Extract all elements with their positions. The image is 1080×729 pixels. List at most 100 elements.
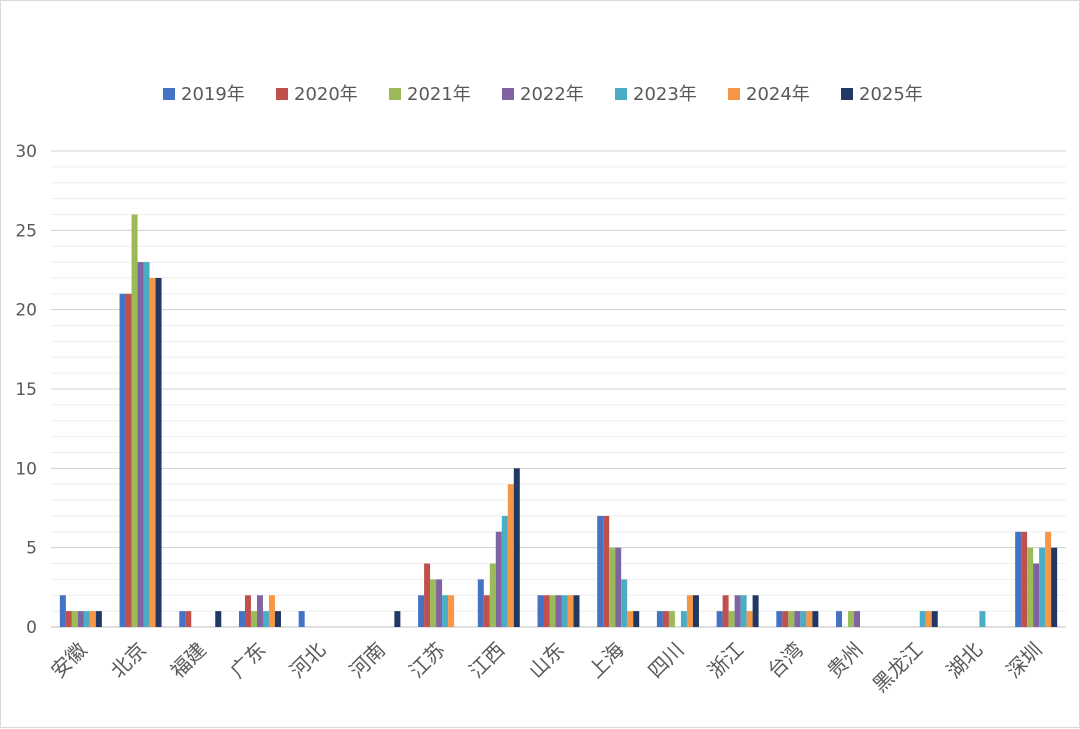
bar-江苏-2023年: [442, 595, 449, 627]
legend-label: 2025年: [859, 84, 923, 105]
y-tick-label: 0: [26, 618, 37, 638]
bar-江苏-2021年: [430, 579, 437, 627]
bar-湖北-2023年: [979, 611, 986, 627]
legend-swatch: [389, 88, 401, 100]
legend-label: 2024年: [746, 84, 810, 105]
bar-河北-2019年: [298, 611, 305, 627]
bar-安徽-2023年: [83, 611, 90, 627]
bar-台湾-2023年: [800, 611, 807, 627]
bar-江苏-2022年: [436, 579, 443, 627]
x-category-label: 山东: [524, 638, 569, 683]
bar-福建-2020年: [185, 611, 192, 627]
bar-山东-2024年: [567, 595, 574, 627]
bar-四川-2025年: [692, 595, 699, 627]
legend-swatch: [728, 88, 740, 100]
bar-深圳-2019年: [1015, 531, 1022, 627]
bar-黑龙江-2025年: [931, 611, 938, 627]
bar-广东-2021年: [250, 611, 257, 627]
x-category-label: 台湾: [763, 638, 808, 683]
bar-山东-2020年: [543, 595, 550, 627]
bar-安徽-2020年: [65, 611, 72, 627]
bar-上海-2023年: [621, 579, 628, 627]
bar-上海-2021年: [609, 547, 616, 627]
bar-四川-2021年: [668, 611, 675, 627]
bar-广东-2019年: [238, 611, 245, 627]
legend-swatch: [502, 88, 514, 100]
bar-福建-2019年: [179, 611, 186, 627]
bar-山东-2021年: [549, 595, 556, 627]
bar-深圳-2024年: [1045, 531, 1052, 627]
bar-贵州-2019年: [836, 611, 843, 627]
bar-台湾-2020年: [782, 611, 789, 627]
bar-台湾-2022年: [794, 611, 801, 627]
bar-上海-2024年: [627, 611, 634, 627]
bar-浙江-2025年: [752, 595, 759, 627]
x-category-label: 北京: [106, 638, 151, 683]
bar-江西-2023年: [501, 515, 508, 627]
bar-上海-2022年: [615, 547, 622, 627]
bar-广东-2023年: [262, 611, 269, 627]
legend-swatch: [163, 88, 175, 100]
bar-江苏-2024年: [448, 595, 455, 627]
bar-浙江-2020年: [722, 595, 729, 627]
bar-北京-2020年: [125, 293, 132, 627]
bar-广东-2024年: [268, 595, 275, 627]
bar-安徽-2021年: [71, 611, 78, 627]
bar-安徽-2022年: [77, 611, 84, 627]
y-tick-label: 30: [15, 142, 37, 162]
legend-label: 2023年: [633, 84, 697, 105]
legend-label: 2021年: [407, 84, 471, 105]
bar-江西-2020年: [483, 595, 490, 627]
bar-安徽-2019年: [59, 595, 66, 627]
legend-label: 2020年: [294, 84, 358, 105]
bar-北京-2022年: [137, 262, 144, 627]
bar-深圳-2025年: [1051, 547, 1058, 627]
bar-北京-2025年: [155, 277, 162, 627]
bar-深圳-2022年: [1033, 563, 1040, 627]
bar-台湾-2021年: [788, 611, 795, 627]
bar-北京-2019年: [119, 293, 126, 627]
bar-广东-2020年: [244, 595, 251, 627]
bar-上海-2025年: [633, 611, 640, 627]
bar-台湾-2019年: [776, 611, 783, 627]
bar-四川-2019年: [656, 611, 663, 627]
bar-广东-2022年: [256, 595, 263, 627]
bar-深圳-2021年: [1027, 547, 1034, 627]
bar-深圳-2020年: [1021, 531, 1028, 627]
legend-swatch: [276, 88, 288, 100]
bar-浙江-2019年: [716, 611, 723, 627]
bar-北京-2023年: [143, 262, 150, 627]
bar-四川-2023年: [680, 611, 687, 627]
bar-浙江-2022年: [734, 595, 741, 627]
bar-上海-2020年: [603, 515, 610, 627]
bar-安徽-2025年: [95, 611, 102, 627]
x-category-label: 贵州: [822, 638, 867, 683]
bar-山东-2019年: [537, 595, 544, 627]
bar-江西-2022年: [495, 531, 502, 627]
bar-黑龙江-2024年: [925, 611, 932, 627]
x-category-label: 江西: [464, 638, 509, 683]
legend-label: 2019年: [181, 84, 245, 105]
bar-浙江-2023年: [740, 595, 747, 627]
x-category-label: 上海: [583, 638, 628, 683]
bar-江苏-2019年: [418, 595, 425, 627]
bar-山东-2022年: [555, 595, 562, 627]
bar-贵州-2021年: [848, 611, 855, 627]
x-category-label: 湖北: [942, 638, 987, 683]
y-tick-label: 25: [15, 221, 37, 241]
bar-江西-2025年: [513, 468, 520, 627]
bar-福建-2025年: [215, 611, 222, 627]
x-category-label: 广东: [225, 638, 270, 683]
x-category-label: 四川: [643, 638, 688, 683]
y-tick-label: 20: [15, 301, 37, 321]
bar-黑龙江-2023年: [919, 611, 926, 627]
x-category-label: 福建: [166, 638, 211, 683]
bar-浙江-2024年: [746, 611, 753, 627]
bar-安徽-2024年: [89, 611, 96, 627]
legend-swatch: [841, 88, 853, 100]
x-category-label: 深圳: [1001, 638, 1046, 683]
bar-四川-2024年: [686, 595, 693, 627]
bar-河南-2025年: [394, 611, 401, 627]
